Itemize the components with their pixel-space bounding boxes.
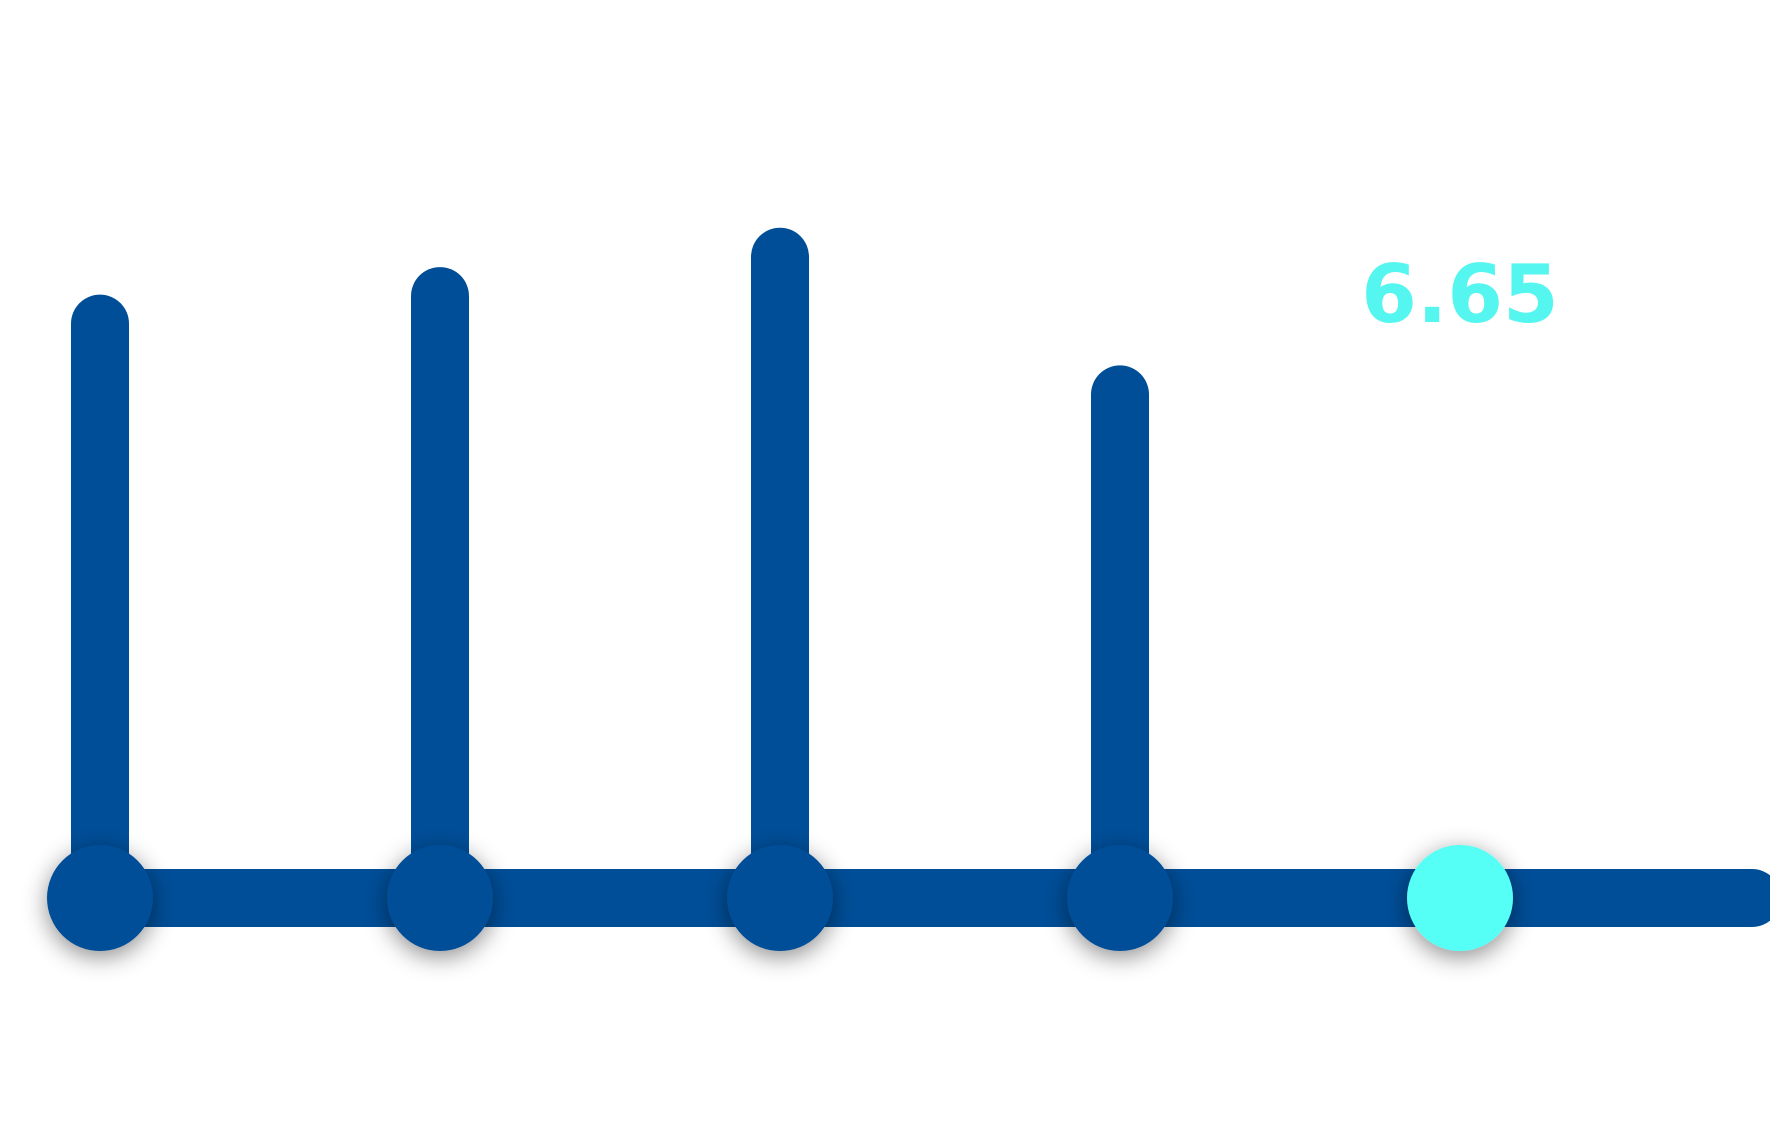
marker-4	[1067, 845, 1173, 951]
marker-3	[727, 845, 833, 951]
marker-2	[387, 845, 493, 951]
highlight-value-label: 6.65	[1361, 248, 1558, 341]
marker-1	[47, 845, 153, 951]
highlighted-marker	[1407, 845, 1513, 951]
